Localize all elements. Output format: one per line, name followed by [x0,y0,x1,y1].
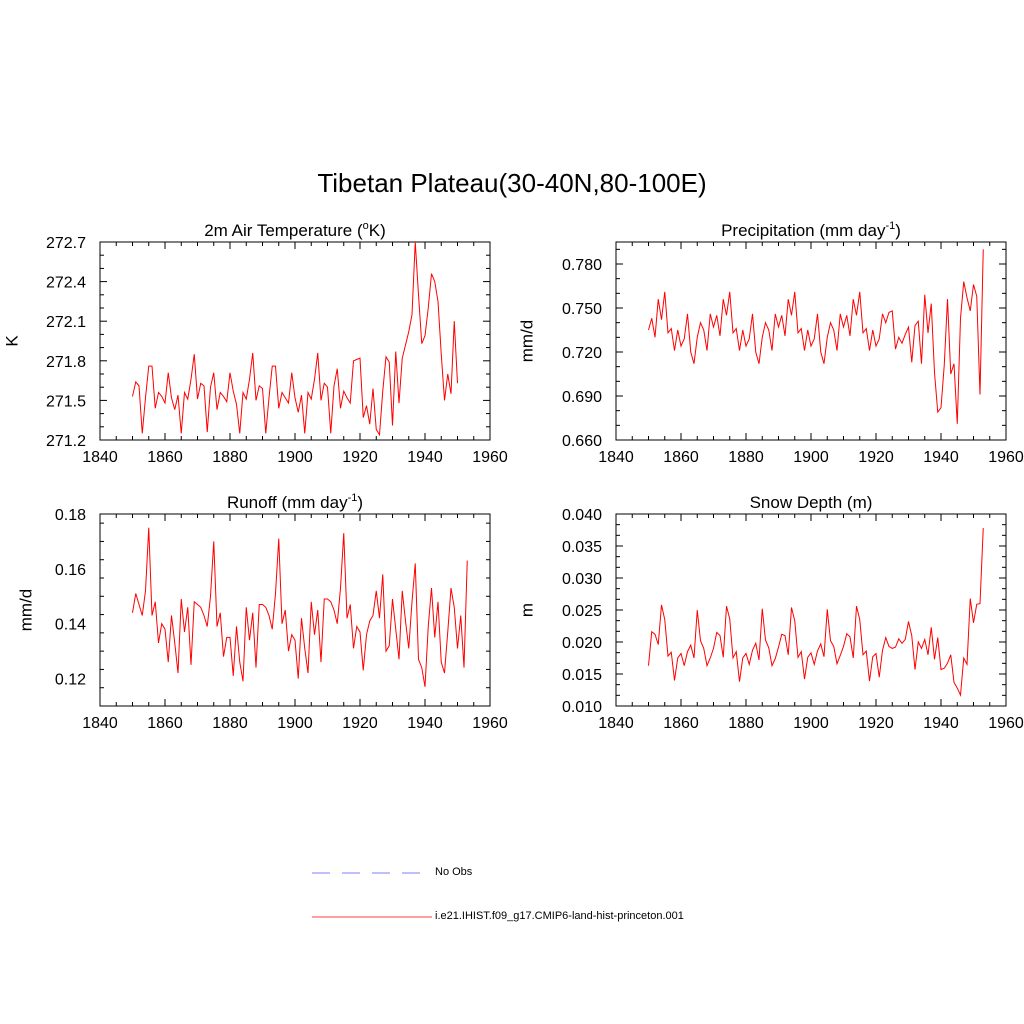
y-tick-label: 271.2 [46,433,86,450]
x-tick-label: 1840 [598,715,634,732]
panel-title: 2m Air Temperature (oK) [204,220,386,240]
y-tick-label: 0.750 [562,301,602,318]
series-line [648,249,984,424]
x-tick-label: 1920 [342,715,378,732]
panel-title: Snow Depth (m) [750,493,873,512]
x-tick-label: 1920 [858,449,894,466]
x-tick-label: 1920 [342,449,378,466]
y-tick-label: 0.720 [562,345,602,362]
x-tick-label: 1840 [82,715,118,732]
x-tick-label: 1940 [923,715,959,732]
y-tick-label: 0.035 [562,539,602,556]
x-tick-label: 1960 [472,715,508,732]
y-tick-label: 0.16 [55,562,86,579]
x-tick-label: 1960 [988,449,1024,466]
y-tick-label: 272.1 [46,314,86,331]
y-axis-label: K [3,335,22,347]
x-tick-label: 1900 [277,715,313,732]
y-tick-label: 0.020 [562,635,602,652]
x-tick-label: 1900 [793,715,829,732]
series-line [132,527,468,687]
y-tick-label: 271.5 [46,393,86,410]
x-tick-label: 1880 [728,715,764,732]
y-tick-label: 0.14 [55,617,86,634]
x-tick-label: 1900 [793,449,829,466]
x-tick-label: 1960 [472,449,508,466]
x-tick-label: 1860 [147,715,183,732]
x-tick-label: 1860 [147,449,183,466]
panel-title: Runoff (mm day-1) [227,492,363,512]
x-tick-label: 1840 [82,449,118,466]
x-tick-label: 1880 [212,449,248,466]
x-tick-label: 1900 [277,449,313,466]
x-tick-label: 1880 [212,715,248,732]
y-tick-label: 0.12 [55,672,86,689]
y-tick-label: 0.660 [562,433,602,450]
y-tick-label: 0.030 [562,571,602,588]
panel-title: Precipitation (mm day-1) [721,220,901,240]
y-axis-label: mm/d [17,589,36,632]
x-tick-label: 1940 [407,449,443,466]
y-tick-label: 0.18 [55,507,86,524]
y-tick-label: 0.010 [562,699,602,716]
y-axis-label: mm/d [518,320,537,363]
y-tick-label: 271.8 [46,354,86,371]
main-title: Tibetan Plateau(30-40N,80-100E) [317,168,707,198]
x-tick-label: 1960 [988,715,1024,732]
series-line [132,241,458,437]
y-tick-label: 0.690 [562,389,602,406]
y-tick-label: 272.4 [46,275,86,292]
y-axis-label: m [518,603,537,617]
x-tick-label: 1860 [663,715,699,732]
x-tick-label: 1920 [858,715,894,732]
x-tick-label: 1880 [728,449,764,466]
y-tick-label: 0.015 [562,667,602,684]
y-tick-label: 0.780 [562,257,602,274]
legend-label-model: i.e21.IHIST.f09_g17.CMIP6-land-hist-prin… [435,910,684,922]
legend-label-no-obs: No Obs [435,866,473,878]
y-tick-label: 272.7 [46,235,86,252]
y-tick-label: 0.040 [562,507,602,524]
x-tick-label: 1940 [923,449,959,466]
x-tick-label: 1840 [598,449,634,466]
x-tick-label: 1860 [663,449,699,466]
x-tick-label: 1940 [407,715,443,732]
series-line [648,528,984,698]
y-tick-label: 0.025 [562,603,602,620]
